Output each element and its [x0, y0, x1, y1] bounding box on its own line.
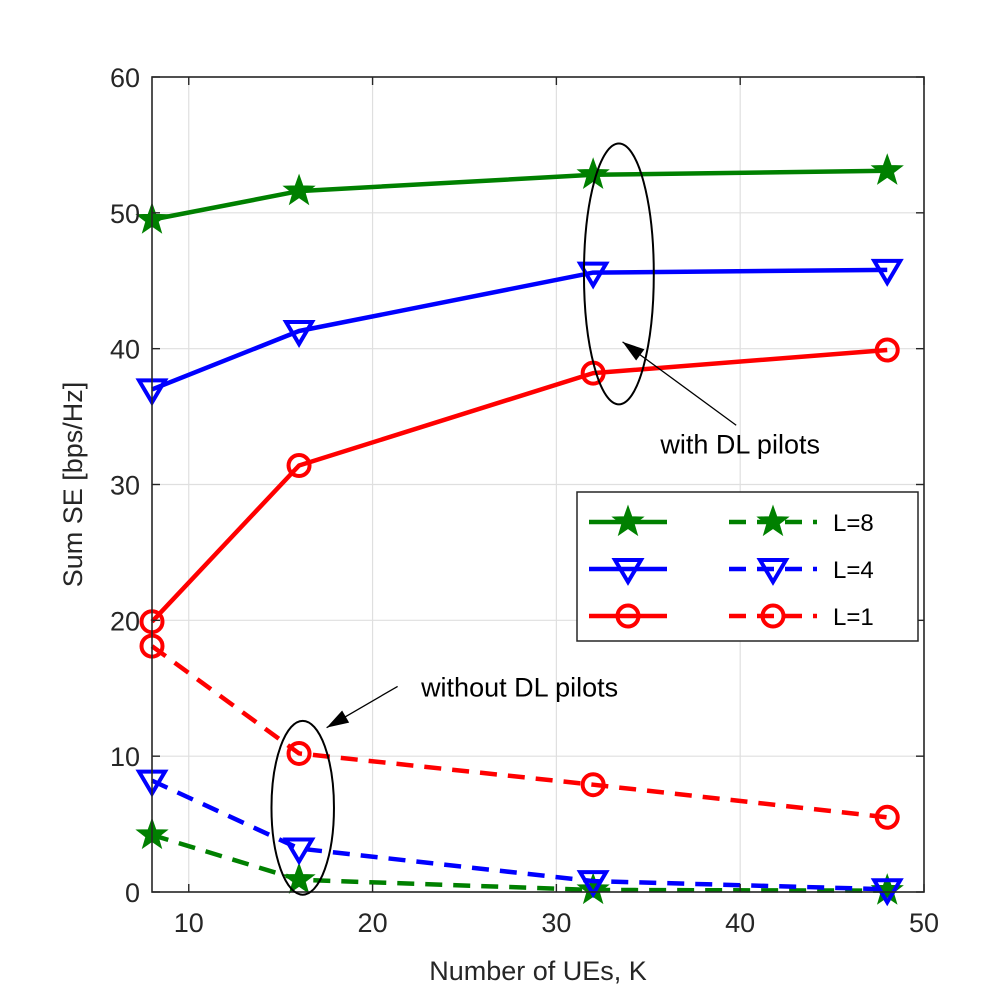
- legend-swatch-marker: [611, 504, 645, 537]
- x-tick-label: 20: [358, 908, 388, 938]
- legend-entry-with: [589, 603, 667, 629]
- series-layer: [135, 153, 904, 907]
- data-point-marker: [576, 157, 610, 189]
- legend-label: L=4: [833, 557, 874, 584]
- series-line: [150, 644, 888, 820]
- legend: L=8 L=4 L=1: [576, 491, 919, 642]
- annotation-text: with DL pilots: [659, 429, 820, 459]
- legend-swatch-marker: [756, 504, 790, 537]
- annotation-arrow-head: [622, 341, 645, 361]
- annotation-arrow-line: [622, 341, 737, 426]
- data-point-marker: [282, 173, 316, 206]
- data-point-marker: [576, 870, 610, 899]
- legend-entry-without: L=8: [729, 504, 874, 537]
- x-tick-label: 10: [174, 908, 204, 938]
- data-point-marker: [282, 320, 316, 348]
- legend-swatch-marker: [760, 603, 786, 629]
- y-tick-label: 20: [110, 606, 140, 636]
- legend-entry-with: [589, 558, 667, 586]
- legend-swatch-marker: [756, 558, 790, 586]
- data-point-marker: [576, 261, 610, 290]
- series-with-2: [139, 337, 900, 635]
- data-point-marker: [874, 804, 900, 830]
- series-with-0: [135, 153, 904, 234]
- y-tick-label: 10: [110, 742, 140, 772]
- legend-swatch-marker: [611, 558, 645, 586]
- data-point-marker: [282, 862, 316, 894]
- legend-swatch-marker: [615, 603, 641, 629]
- data-point-marker: [282, 837, 316, 866]
- data-point-marker: [870, 153, 904, 185]
- legend-label: L=8: [833, 510, 874, 537]
- y-tick-label: 30: [110, 471, 140, 501]
- y-tick-label: 60: [110, 63, 140, 93]
- annotation-arrow-head: [326, 710, 350, 728]
- series-line: [150, 347, 888, 624]
- legend-entry-without: L=4: [729, 557, 874, 586]
- legend-label: L=1: [833, 604, 874, 631]
- y-axis-label: Sum SE [bps/Hz]: [58, 382, 88, 588]
- x-tick-label: 30: [541, 908, 571, 938]
- axes: 10 20 30 40 50 0 10 20 30 40 50 60: [110, 63, 939, 938]
- legend-entry-with: [589, 504, 667, 537]
- series-with-1: [135, 258, 904, 407]
- data-point-marker: [874, 337, 900, 363]
- legend-entry-without: L=1: [729, 603, 874, 631]
- annotations: with DL pilots without DL pilots: [270, 142, 820, 896]
- y-tick-label: 0: [125, 878, 140, 908]
- x-axis-label: Number of UEs, K: [429, 956, 647, 986]
- data-point-marker: [286, 740, 312, 766]
- data-point-marker: [286, 452, 312, 478]
- series-line: [151, 267, 888, 392]
- annotation-ellipse: [582, 142, 655, 406]
- series-line: [151, 168, 888, 222]
- annotation-1: without DL pilots: [270, 672, 618, 896]
- y-tick-label: 50: [110, 199, 140, 229]
- data-point-marker: [580, 772, 606, 798]
- annotation-0: with DL pilots: [582, 142, 820, 459]
- data-point-marker: [870, 258, 904, 287]
- x-tick-label: 50: [909, 908, 939, 938]
- y-tick-label: 40: [110, 335, 140, 365]
- annotation-ellipse: [270, 719, 335, 896]
- annotation-text: without DL pilots: [420, 672, 618, 702]
- x-tick-label: 40: [725, 908, 755, 938]
